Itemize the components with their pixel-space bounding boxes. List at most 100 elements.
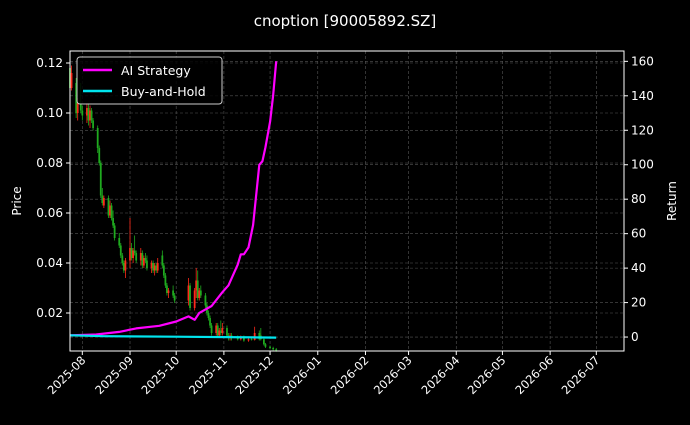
candle-body (130, 248, 133, 258)
candle-body (172, 290, 175, 296)
candle-body (133, 250, 136, 253)
axes: 2025-08 2025-09 2025-10 2025-11 2025-12 2026-… (36, 54, 654, 397)
candle-body (204, 295, 207, 306)
candle-body (219, 330, 222, 333)
y-tick-label-right: 100 (631, 158, 654, 172)
candle-body (112, 218, 114, 226)
candle-body (250, 339, 253, 341)
y-axis-right-label: Return (665, 181, 679, 221)
candle-body (216, 325, 219, 336)
candle-body (153, 265, 156, 271)
candle-body (193, 290, 196, 308)
candle-body (87, 108, 90, 121)
candle-body (119, 245, 122, 256)
y-tick-label-left: 0.06 (36, 206, 63, 220)
y-tick-label-right: 60 (631, 227, 646, 241)
y-tick-label-left: 0.08 (36, 156, 63, 170)
legend-label-buy-and-hold: Buy-and-Hold (121, 84, 206, 99)
candle-body (102, 198, 105, 206)
y-tick-label-right: 20 (631, 296, 646, 310)
candle-body (239, 338, 242, 340)
y-tick-label-left: 0.02 (36, 306, 63, 320)
y-tick-label-left: 0.12 (36, 56, 63, 70)
x-tick-label: 2026-02 (328, 353, 372, 397)
candle-body (98, 148, 101, 163)
y-tick-label-right: 40 (631, 261, 646, 275)
buy-and-hold-line (69, 334, 277, 339)
candle-body (76, 103, 79, 113)
candle-body (110, 205, 113, 218)
candle-body (196, 280, 199, 298)
candle-body (258, 333, 261, 340)
candle-body (124, 260, 127, 271)
ai-strategy-line (69, 61, 278, 337)
candle-body (162, 265, 165, 276)
x-tick-label: 2026-03 (371, 353, 415, 397)
candle-body (272, 348, 275, 350)
x-tick-label: 2025-11 (186, 353, 230, 397)
candle-body (139, 253, 142, 261)
candle-body (198, 290, 201, 298)
y-tick-label-right: 160 (631, 54, 654, 68)
candle-body (135, 253, 138, 261)
candle-body (226, 328, 228, 336)
x-tick-label: 2026-04 (418, 353, 462, 397)
candle-body (141, 253, 144, 266)
candle-body (215, 325, 218, 333)
candle-body (187, 285, 190, 301)
candle-body (92, 120, 94, 128)
candle-body (101, 195, 104, 203)
candle-body (199, 290, 202, 296)
candle-body (75, 83, 78, 113)
y-tick-label-right: 140 (631, 89, 654, 103)
y-axis-left-label: Price (10, 186, 24, 215)
candle-body (242, 338, 245, 341)
candle-body (236, 338, 239, 340)
candle-body (155, 265, 158, 271)
y-tick-label-right: 0 (631, 330, 639, 344)
candle-body (107, 198, 110, 216)
candle-body (90, 110, 93, 121)
legend-box (76, 56, 223, 105)
candle-body (218, 330, 221, 336)
candle-body (144, 258, 147, 261)
candle-body (113, 225, 116, 238)
candle-body (150, 263, 153, 268)
candle-body (118, 238, 121, 246)
x-tick-label: 2025-12 (232, 353, 276, 397)
candle-body (189, 285, 191, 308)
candle-body (81, 110, 84, 116)
candle-body (70, 73, 73, 88)
candle-body (167, 290, 170, 293)
candle-body (96, 128, 99, 148)
candle-body (132, 250, 134, 258)
y-tick-label-left: 0.04 (36, 256, 63, 270)
x-tick-label: 2026-05 (465, 353, 509, 397)
candle-body (207, 313, 210, 318)
y-tick-label-left: 0.10 (36, 106, 63, 120)
candle-body (173, 295, 176, 301)
x-tick-label: 2026-01 (280, 353, 324, 397)
legend: AI Strategy Buy-and-Hold (76, 56, 223, 105)
x-tick-label: 2025-09 (92, 353, 136, 397)
candle-body (221, 328, 224, 333)
chart-title: cnoption [90005892.SZ] (254, 12, 437, 30)
candle-body (247, 339, 250, 341)
candle-body (152, 263, 154, 271)
x-tick-label: 2025-08 (45, 353, 89, 397)
candle-body (99, 163, 102, 196)
candle-body (79, 103, 82, 111)
legend-label-ai-strategy: AI Strategy (121, 63, 191, 78)
candle-body (122, 263, 125, 271)
candle-body (121, 255, 124, 263)
candle-body (209, 318, 211, 326)
candle-body (269, 346, 271, 348)
y-tick-label-right: 80 (631, 192, 646, 206)
candle-body (89, 110, 91, 121)
candle-body (264, 344, 267, 347)
candle-body (263, 339, 265, 345)
candlesticks (69, 63, 278, 352)
candle-body (275, 349, 278, 351)
x-tick-label: 2026-07 (559, 353, 603, 397)
